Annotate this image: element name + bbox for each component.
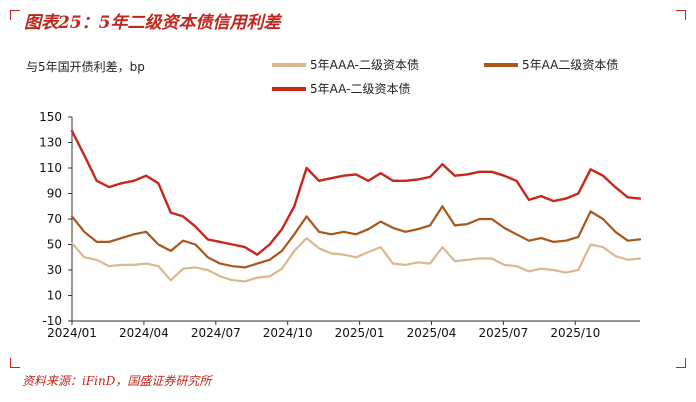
legend-item-aa: 5年AA二级资本债	[484, 56, 654, 72]
series-line-aaa	[70, 237, 642, 283]
x-tick-label: 2025/10	[550, 326, 600, 340]
legend-label-aaa: 5年AAA-二级资本债	[310, 58, 419, 72]
x-tick-label: 2025/07	[478, 326, 528, 340]
x-tick-label: 2025/01	[335, 326, 385, 340]
x-tick-label: 2024/04	[119, 326, 169, 340]
y-tick-label: 70	[47, 212, 62, 226]
y-tick-label: 150	[39, 110, 62, 124]
y-tick-label: 130	[39, 136, 62, 150]
x-tick-label: 2024/07	[191, 326, 241, 340]
legend-label-aa-minus: 5年AA-二级资本债	[310, 82, 411, 96]
x-tick-label: 2024/01	[47, 326, 97, 340]
series-layer	[70, 129, 642, 283]
legend-swatch-aa	[484, 63, 518, 67]
x-axis-ticks: 2024/01 2024/04 2024/07 2024/10 2025/01 2025/…	[47, 321, 600, 340]
y-tick-label: 10	[47, 289, 62, 303]
y-tick-label: -10	[42, 314, 62, 328]
source-note: 资料来源：iFinD，国盛证券研究所	[22, 374, 212, 388]
series-line-aa	[70, 205, 642, 269]
legend-swatch-aa-minus	[272, 87, 306, 91]
y-axis-title: 与5年国开债利差，bp	[26, 60, 145, 74]
y-tick-label: 90	[47, 187, 62, 201]
figure-header: 图表25：5年二级资本债信用利差	[16, 4, 680, 33]
legend-label-aa: 5年AA二级资本债	[522, 58, 619, 72]
series-line-aa-minus	[70, 129, 642, 256]
y-axis-ticks: -10 10 30 50 70 90 110 130 150	[39, 110, 72, 328]
y-tick-label: 110	[39, 161, 62, 175]
y-tick-label: 50	[47, 238, 62, 252]
legend-swatch-aaa	[272, 63, 306, 67]
figure-title: 图表25：5年二级资本债信用利差	[24, 13, 281, 33]
x-tick-label: 2025/04	[407, 326, 457, 340]
legend-item-aaa: 5年AAA-二级资本债	[272, 56, 442, 72]
legend-item-aa-minus: 5年AA-二级资本债	[272, 80, 442, 96]
y-tick-label: 30	[47, 263, 62, 277]
x-tick-label: 2024/10	[263, 326, 313, 340]
